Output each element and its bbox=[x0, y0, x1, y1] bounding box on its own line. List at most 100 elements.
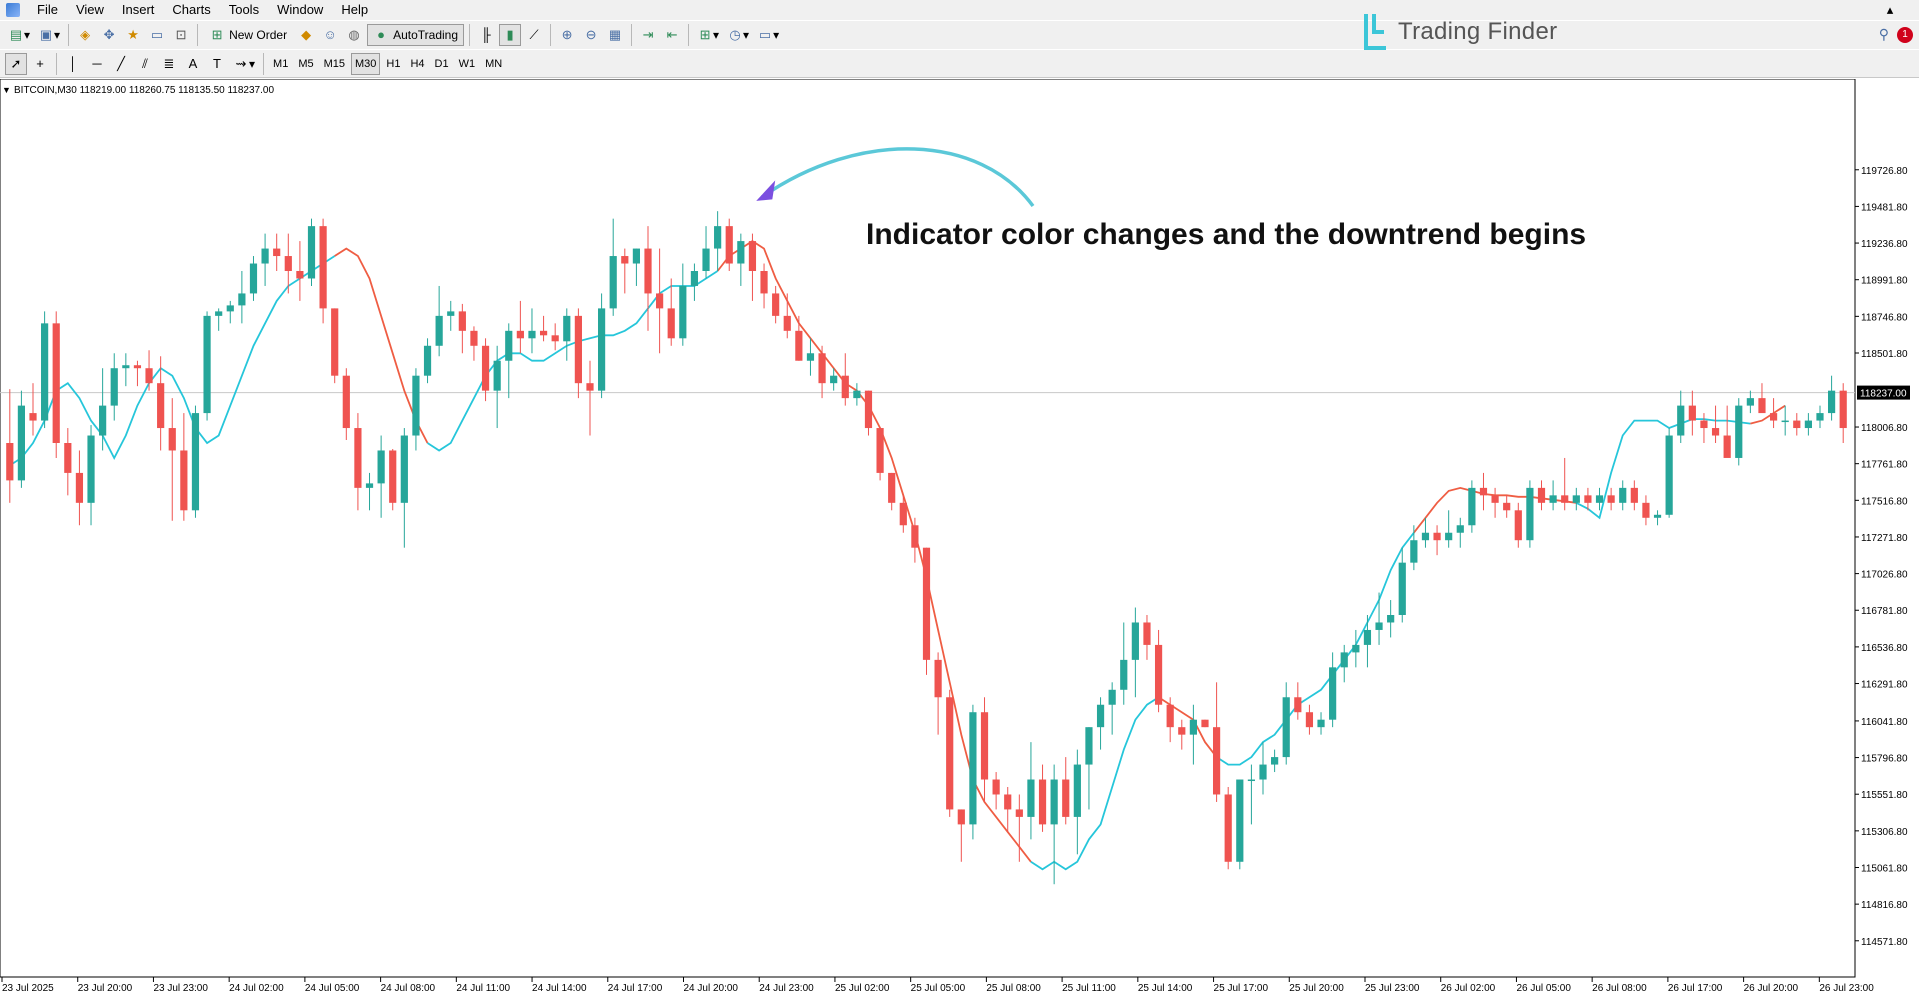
candle bbox=[1677, 390, 1685, 443]
notification-badge[interactable]: 1 bbox=[1897, 26, 1913, 43]
fibonacci-tool[interactable]: ≣ bbox=[158, 53, 180, 75]
timeframe-m15[interactable]: M15 bbox=[323, 57, 345, 70]
text-tool[interactable]: A bbox=[182, 53, 204, 75]
vertical-line-tool[interactable]: │ bbox=[62, 53, 84, 75]
zoom-in-button[interactable]: ⊕ bbox=[556, 24, 578, 46]
price-chart[interactable]: BITCOIN,M30 118219.00 118260.75 118135.5… bbox=[0, 78, 1919, 996]
fibonacci-icon: ≣ bbox=[163, 55, 175, 71]
candle-body bbox=[946, 697, 954, 810]
data-window-button[interactable]: ✥ bbox=[98, 24, 120, 46]
candle bbox=[737, 233, 745, 286]
candle bbox=[1329, 652, 1337, 728]
menu-help[interactable]: Help bbox=[341, 2, 369, 17]
timeframe-h1[interactable]: H1 bbox=[386, 57, 401, 70]
timeframe-m5[interactable]: M5 bbox=[298, 57, 314, 70]
new-order-button[interactable]: ⊞ New Order bbox=[203, 24, 293, 46]
profiles-button[interactable]: ▣ ▾ bbox=[39, 27, 61, 42]
candle bbox=[1804, 413, 1812, 436]
time-tick-label: 25 Jul 20:00 bbox=[1289, 983, 1344, 994]
candle bbox=[1236, 779, 1244, 870]
candle bbox=[1526, 480, 1534, 548]
candle bbox=[1387, 600, 1395, 638]
channel-tool[interactable]: ⫽ bbox=[134, 53, 156, 75]
trendline-tool[interactable]: ╱ bbox=[110, 53, 132, 75]
trendline-icon: ╱ bbox=[117, 55, 125, 71]
moving-average-segment-down bbox=[334, 247, 429, 444]
candle bbox=[1027, 742, 1035, 840]
time-axis: 23 Jul 2025 23 Jul 20:00 23 Jul 23:00 24 Ju… bbox=[1, 977, 1874, 994]
candle-body bbox=[1294, 697, 1302, 713]
timeframe-m30[interactable]: M30 bbox=[351, 52, 381, 75]
search-icon[interactable]: ⚲ bbox=[1878, 26, 1889, 42]
strategy-tester-button[interactable]: ⊡ bbox=[170, 24, 192, 46]
candle bbox=[1445, 510, 1453, 548]
timeframe-m1[interactable]: M1 bbox=[273, 57, 289, 70]
candle bbox=[505, 323, 513, 399]
horizontal-line-tool[interactable]: ─ bbox=[86, 53, 108, 75]
new-chart-button[interactable]: ▤ ▾ bbox=[9, 27, 31, 42]
autotrading-button[interactable]: ● AutoTrading bbox=[367, 24, 465, 46]
navigator-button[interactable]: ★ bbox=[122, 24, 144, 46]
menu-tools[interactable]: Tools bbox=[228, 2, 260, 17]
label-tool[interactable]: T bbox=[206, 53, 228, 75]
autoscroll-button[interactable]: ⇤ bbox=[661, 24, 683, 46]
candle-body bbox=[1224, 794, 1232, 862]
candle-body bbox=[644, 248, 652, 294]
arrows-icon: ⇝ bbox=[235, 55, 247, 71]
periods-button[interactable]: ◷ ▾ bbox=[724, 24, 752, 46]
time-tick-label: 24 Jul 23:00 bbox=[759, 983, 814, 994]
candle bbox=[168, 398, 176, 521]
line-chart-button[interactable]: ⟋ bbox=[523, 24, 545, 46]
templates-button[interactable]: ▭ ▾ bbox=[758, 27, 780, 42]
separator bbox=[550, 24, 552, 46]
timeframe-d1[interactable]: D1 bbox=[434, 57, 449, 70]
candle-body bbox=[1259, 764, 1267, 780]
menu-insert[interactable]: Insert bbox=[121, 2, 155, 17]
menu-window[interactable]: Window bbox=[277, 2, 324, 17]
timeframe-h4[interactable]: H4 bbox=[410, 57, 425, 70]
zoom-out-button[interactable]: ⊖ bbox=[580, 24, 602, 46]
menu-view[interactable]: View bbox=[75, 2, 104, 17]
chart-window[interactable]: BITCOIN,M30 118219.00 118260.75 118135.5… bbox=[0, 78, 1919, 996]
candle bbox=[1468, 480, 1476, 533]
line-chart-icon: ⟋ bbox=[529, 27, 539, 42]
candle bbox=[1108, 682, 1116, 735]
cursor-tool[interactable]: ➚ bbox=[5, 52, 27, 75]
tile-windows-button[interactable]: ▦ bbox=[604, 24, 626, 46]
candle-body bbox=[1781, 420, 1789, 423]
candle bbox=[911, 517, 919, 563]
terminal-icon: ▭ bbox=[150, 27, 164, 42]
candle bbox=[1305, 704, 1314, 735]
current-price-tag bbox=[1857, 385, 1910, 400]
candlestick-button[interactable]: ▮ bbox=[499, 24, 522, 46]
bar-chart-button[interactable]: ╟ bbox=[475, 24, 497, 46]
candle bbox=[1038, 764, 1047, 832]
timeframe-mn[interactable]: MN bbox=[485, 57, 503, 70]
time-tick-label: 26 Jul 05:00 bbox=[1516, 983, 1571, 994]
terminal-button[interactable]: ▭ bbox=[146, 24, 168, 46]
menu-bar: File View Insert Charts Tools Window Hel… bbox=[0, 0, 1919, 20]
candle-body bbox=[1247, 779, 1256, 782]
candle bbox=[644, 226, 652, 331]
candle bbox=[6, 389, 14, 503]
metaeditor-button[interactable]: ◆ bbox=[295, 24, 317, 46]
candle bbox=[864, 390, 873, 436]
candle bbox=[1549, 480, 1557, 511]
signals-button[interactable]: ☺ bbox=[319, 24, 341, 46]
price-tick-label: 118006.80 bbox=[1861, 423, 1908, 434]
timeframe-w1[interactable]: W1 bbox=[458, 57, 476, 70]
price-tick-label: 114816.80 bbox=[1861, 900, 1908, 911]
indicators-button[interactable]: ⊞ ▾ bbox=[694, 24, 722, 46]
crosshair-tool[interactable]: + bbox=[29, 53, 51, 75]
minimize-icon[interactable]: ▴ bbox=[1886, 2, 1894, 17]
plot-frame bbox=[0, 78, 1856, 978]
candle-body bbox=[1503, 502, 1511, 511]
arrows-tool[interactable]: ⇝ ▾ bbox=[230, 53, 258, 75]
candle-body bbox=[1073, 764, 1081, 817]
menu-file[interactable]: File bbox=[37, 2, 58, 17]
market-watch-button[interactable]: ◈ bbox=[74, 24, 96, 46]
candle-body bbox=[911, 525, 919, 548]
chart-shift-button[interactable]: ⇥ bbox=[637, 24, 659, 46]
menu-charts[interactable]: Charts bbox=[172, 2, 211, 17]
market-button[interactable]: ◍ bbox=[343, 24, 365, 46]
